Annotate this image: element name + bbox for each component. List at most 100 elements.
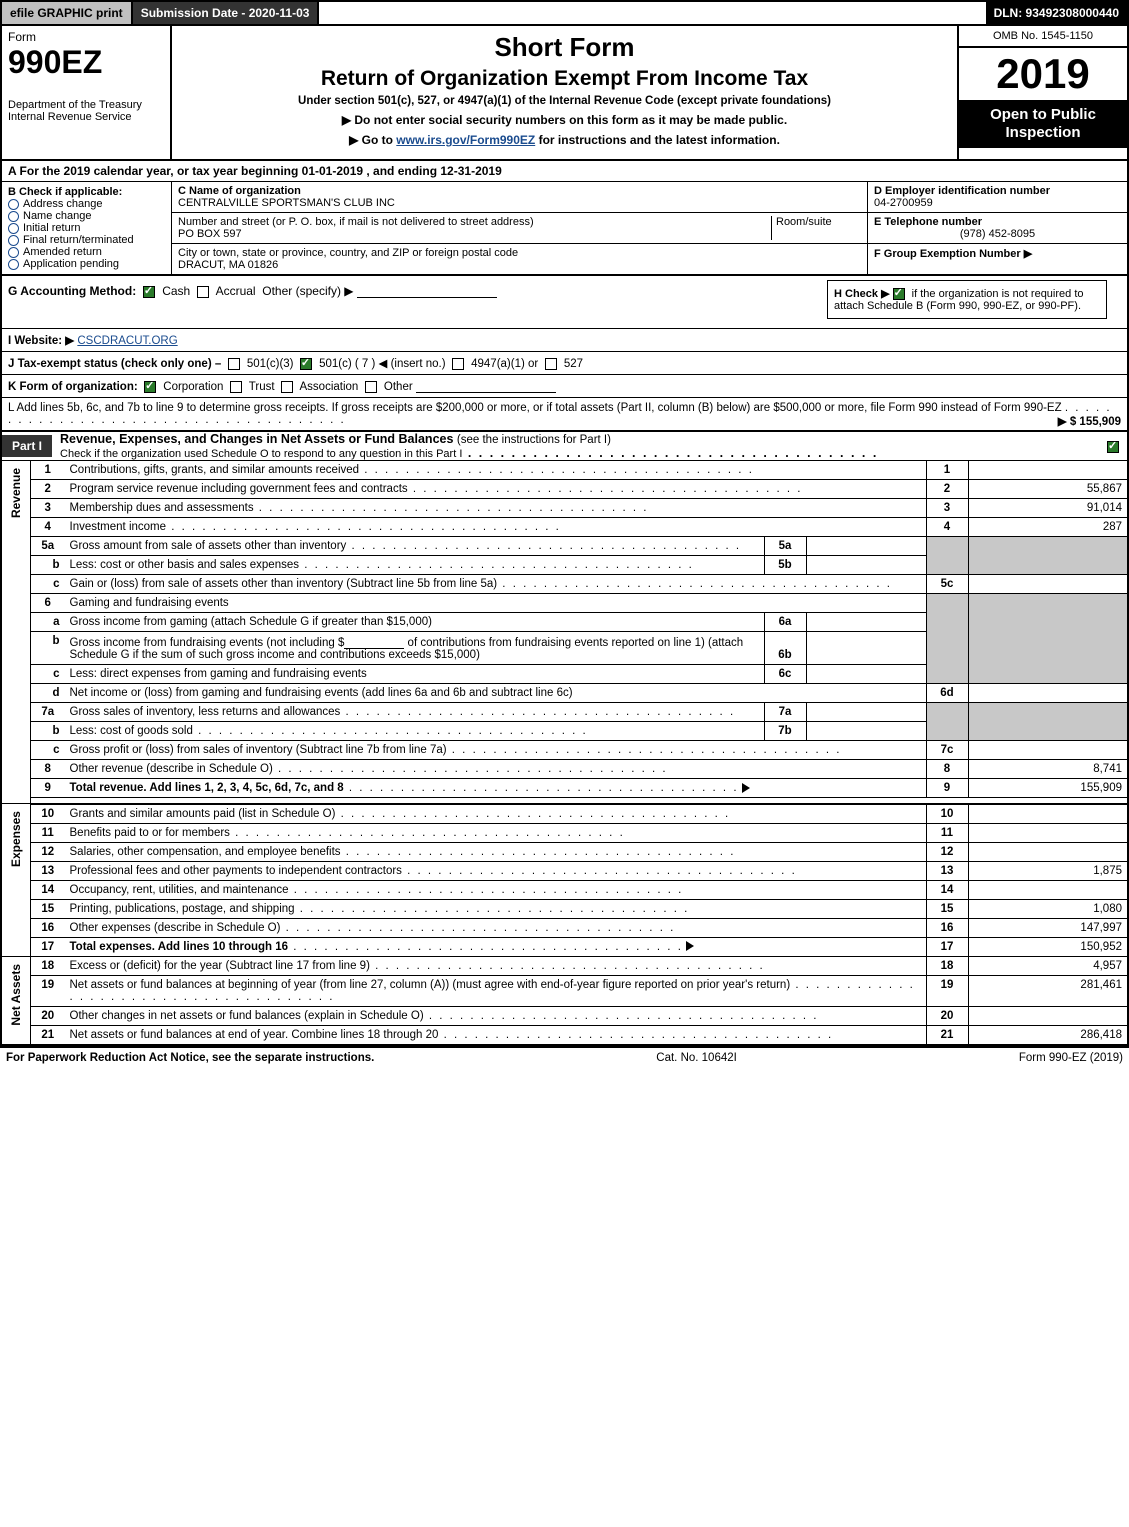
sub-6b: 6b <box>764 632 806 665</box>
val-13: 1,875 <box>968 861 1128 880</box>
ln-2: 2 <box>31 480 65 499</box>
ln-11: 11 <box>31 823 65 842</box>
desc-19: Net assets or fund balances at beginning… <box>65 975 927 1006</box>
desc-11: Benefits paid to or for members <box>65 823 927 842</box>
ln-12: 12 <box>31 842 65 861</box>
desc-7b: Less: cost of goods sold <box>65 722 765 741</box>
part1-tag: Part I <box>2 435 52 457</box>
ln-19: 19 <box>31 975 65 1006</box>
chk-501c[interactable] <box>300 358 312 370</box>
label-group-exempt: F Group Exemption Number ▶ <box>874 247 1121 260</box>
desc-14: Occupancy, rent, utilities, and maintena… <box>65 880 927 899</box>
label-city: City or town, state or province, country… <box>178 247 861 259</box>
subval-7b <box>806 722 926 741</box>
desc-7a: Gross sales of inventory, less returns a… <box>65 703 765 722</box>
grey-6 <box>926 594 968 684</box>
ln-6d: d <box>31 684 65 703</box>
ln-5c: c <box>31 575 65 594</box>
netassets-side: Net Assets <box>1 956 31 1045</box>
chk-schedule-o[interactable] <box>1107 441 1119 453</box>
lbl-accrual: Accrual <box>216 284 256 298</box>
val-21: 286,418 <box>968 1025 1128 1045</box>
chk-other-org[interactable] <box>365 381 377 393</box>
chk-cash[interactable] <box>143 286 155 298</box>
subval-5a <box>806 537 926 556</box>
chk-4947[interactable] <box>452 358 464 370</box>
sub-7a: 7a <box>764 703 806 722</box>
desc-6d: Net income or (loss) from gaming and fun… <box>65 684 927 703</box>
ln-16: 16 <box>31 918 65 937</box>
ln-10: 10 <box>31 804 65 824</box>
num-1: 1 <box>926 461 968 480</box>
label-org-name: C Name of organization <box>178 185 861 197</box>
chk-initial-return[interactable]: Initial return <box>8 222 165 234</box>
val-2: 55,867 <box>968 480 1128 499</box>
val-14 <box>968 880 1128 899</box>
chk-501c3[interactable] <box>228 358 240 370</box>
chk-name-change[interactable]: Name change <box>8 210 165 222</box>
footer-center: Cat. No. 10642I <box>374 1052 1019 1064</box>
arrow-icon-17 <box>686 941 694 951</box>
chk-trust[interactable] <box>230 381 242 393</box>
ln-14: 14 <box>31 880 65 899</box>
desc-6a: Gross income from gaming (attach Schedul… <box>65 613 765 632</box>
ln-7c: c <box>31 741 65 760</box>
arrow-icon <box>742 783 750 793</box>
l-text: L Add lines 5b, 6c, and 7b to line 9 to … <box>8 402 1062 414</box>
greyval-7 <box>968 703 1128 741</box>
street: PO BOX 597 <box>178 228 771 240</box>
lbl-name-change: Name change <box>23 210 92 222</box>
chk-assoc[interactable] <box>281 381 293 393</box>
desc-4: Investment income <box>65 518 927 537</box>
chk-corp[interactable] <box>144 381 156 393</box>
part1-check-text: Check if the organization used Schedule … <box>60 448 462 460</box>
chk-amended[interactable]: Amended return <box>8 246 165 258</box>
num-11: 11 <box>926 823 968 842</box>
grey-7 <box>926 703 968 741</box>
i-label: I Website: ▶ <box>8 335 74 347</box>
street-row: Number and street (or P. O. box, if mail… <box>172 213 867 244</box>
lbl-address-change: Address change <box>23 198 103 210</box>
lbl-assoc: Association <box>300 381 359 393</box>
other-method-input[interactable] <box>357 284 497 298</box>
num-19: 19 <box>926 975 968 1006</box>
desc-9: Total revenue. Add lines 1, 2, 3, 4, 5c,… <box>65 779 927 798</box>
chk-h[interactable] <box>893 288 905 300</box>
chk-final-return[interactable]: Final return/terminated <box>8 234 165 246</box>
efile-print-button[interactable]: efile GRAPHIC print <box>2 2 133 24</box>
chk-pending[interactable]: Application pending <box>8 258 165 270</box>
irs-link[interactable]: www.irs.gov/Form990EZ <box>396 133 535 147</box>
dept-label: Department of the Treasury <box>8 99 164 111</box>
part1-table: Revenue 1 Contributions, gifts, grants, … <box>0 461 1129 1046</box>
desc-20: Other changes in net assets or fund bala… <box>65 1006 927 1025</box>
ln-5b: b <box>31 556 65 575</box>
city-row: City or town, state or province, country… <box>172 244 867 274</box>
h-label: H Check ▶ <box>834 288 890 300</box>
chk-527[interactable] <box>545 358 557 370</box>
h-box: H Check ▶ if the organization is not req… <box>827 280 1107 319</box>
sub-7b: 7b <box>764 722 806 741</box>
ln-6b: b <box>31 632 65 665</box>
6b-amount-input[interactable] <box>344 635 404 649</box>
netassets-label: Net Assets <box>7 960 25 1030</box>
j-label: J Tax-exempt status (check only one) – <box>8 358 221 370</box>
num-8: 8 <box>926 760 968 779</box>
lbl-corp: Corporation <box>163 381 223 393</box>
lbl-trust: Trust <box>249 381 275 393</box>
ln-17: 17 <box>31 937 65 956</box>
ln-9: 9 <box>31 779 65 798</box>
j-row: J Tax-exempt status (check only one) – 5… <box>0 352 1129 375</box>
other-org-input[interactable] <box>416 379 556 393</box>
omb-number: OMB No. 1545-1150 <box>959 26 1127 48</box>
box-def: D Employer identification number 04-2700… <box>867 182 1127 274</box>
ln-20: 20 <box>31 1006 65 1025</box>
desc-12: Salaries, other compensation, and employ… <box>65 842 927 861</box>
chk-accrual[interactable] <box>197 286 209 298</box>
form-number: 990EZ <box>8 44 164 81</box>
ln-3: 3 <box>31 499 65 518</box>
submission-date-button[interactable]: Submission Date - 2020-11-03 <box>133 2 320 24</box>
desc-21: Net assets or fund balances at end of ye… <box>65 1025 927 1045</box>
ln-15: 15 <box>31 899 65 918</box>
chk-address-change[interactable]: Address change <box>8 198 165 210</box>
website-link[interactable]: CSCDRACUT.ORG <box>77 335 177 347</box>
